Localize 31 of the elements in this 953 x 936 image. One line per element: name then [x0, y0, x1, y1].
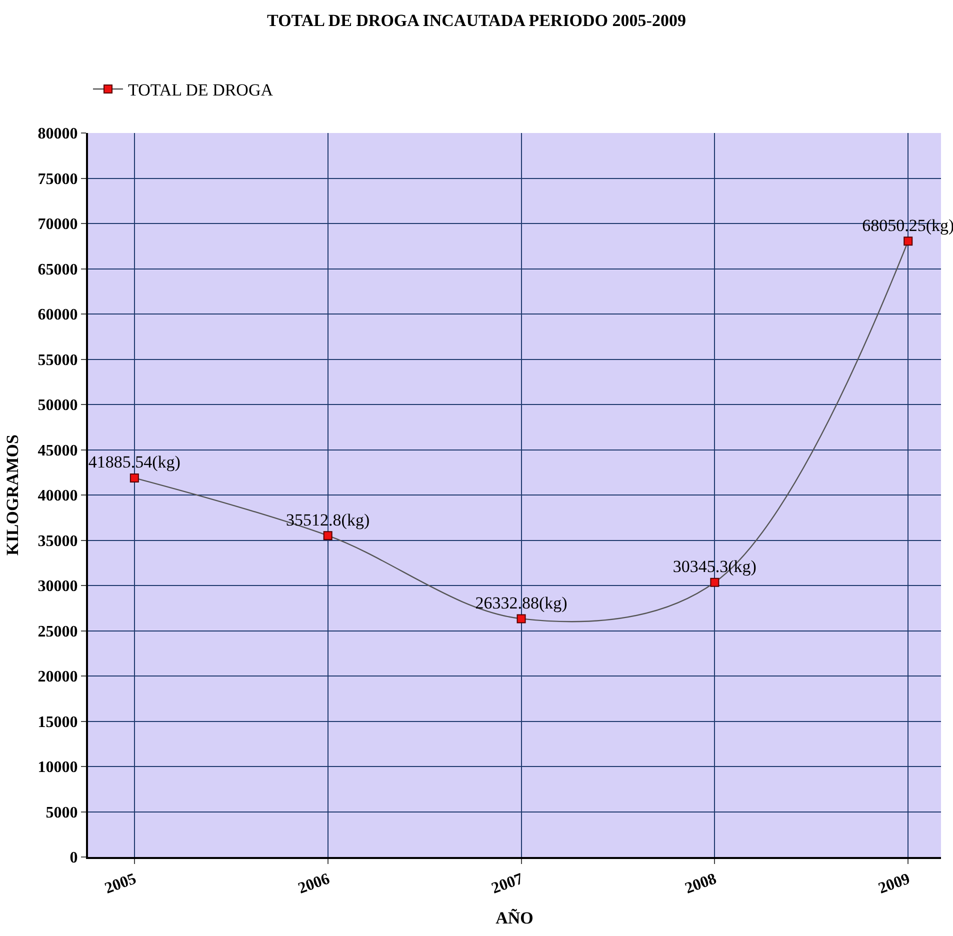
- point: [516, 614, 526, 624]
- y-tick-label: 40000: [38, 488, 78, 505]
- y-tick-label: 75000: [38, 170, 78, 188]
- x-tick-label: 2006: [296, 870, 332, 898]
- point: [710, 578, 720, 587]
- point: [130, 473, 139, 482]
- y-tick-label: 80000: [38, 126, 78, 143]
- chart-title: TOTAL DE DROGA INCAUTADA PERIODO 2005-2009: [267, 10, 686, 30]
- x-tick-label: 2005: [102, 870, 139, 898]
- y-tick-label: 55000: [38, 352, 78, 369]
- x-tick-label: 2009: [876, 870, 912, 898]
- y-tick-label: 10000: [38, 759, 78, 776]
- x-tick-label: 2007: [489, 870, 526, 898]
- y-tick-label: 60000: [38, 306, 78, 324]
- y-tick-label: 5000: [46, 804, 78, 822]
- y-tick-label: 25000: [38, 623, 78, 640]
- y-tick-label: 70000: [38, 216, 78, 234]
- x-axis-title: AÑO: [496, 908, 534, 928]
- point: [323, 531, 332, 540]
- y-tick-label: 20000: [38, 668, 78, 686]
- y-axis-title: KILOGRAMOS: [2, 434, 22, 556]
- y-tick-label: 0: [70, 850, 78, 867]
- y-tick-label: 30000: [38, 578, 78, 596]
- x-tick-label: 2008: [682, 870, 719, 898]
- y-tick-label: 45000: [38, 442, 78, 460]
- y-tick-label: 35000: [38, 532, 78, 550]
- point: [904, 236, 913, 246]
- y-tick-label: 15000: [38, 714, 78, 731]
- y-tick-label: 50000: [38, 397, 78, 414]
- legend-label: TOTAL DE DROGA: [128, 80, 274, 100]
- y-tick-label: 65000: [38, 261, 78, 278]
